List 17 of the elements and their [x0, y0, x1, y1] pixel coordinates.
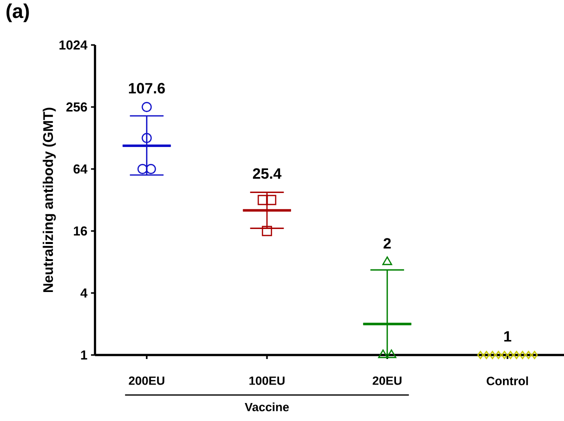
y-tick-label: 1024 — [60, 40, 88, 50]
annotation: 25.4 — [252, 168, 282, 179]
x-tick-label: 100EU — [249, 376, 285, 385]
y-tick-label: 256 — [66, 102, 88, 112]
y-tick-label: 16 — [74, 226, 88, 236]
y-tick-label: 4 — [80, 288, 88, 298]
x-tick-label: 20EU — [372, 376, 402, 385]
text: Vaccine — [244, 402, 289, 412]
y-tick-label: 1 — [81, 350, 88, 360]
y-tick-label: 64 — [74, 164, 88, 174]
annotation: 2 — [384, 238, 391, 249]
chart-title: (a) — [6, 4, 29, 22]
y-axis-title: Neutralizing antibody (GMT) — [42, 108, 56, 292]
x-tick-label: 200EU — [128, 376, 164, 385]
annotation: 1 — [504, 331, 512, 342]
annotation: 107.6 — [128, 82, 165, 94]
x-tick-label: Control — [486, 376, 528, 386]
